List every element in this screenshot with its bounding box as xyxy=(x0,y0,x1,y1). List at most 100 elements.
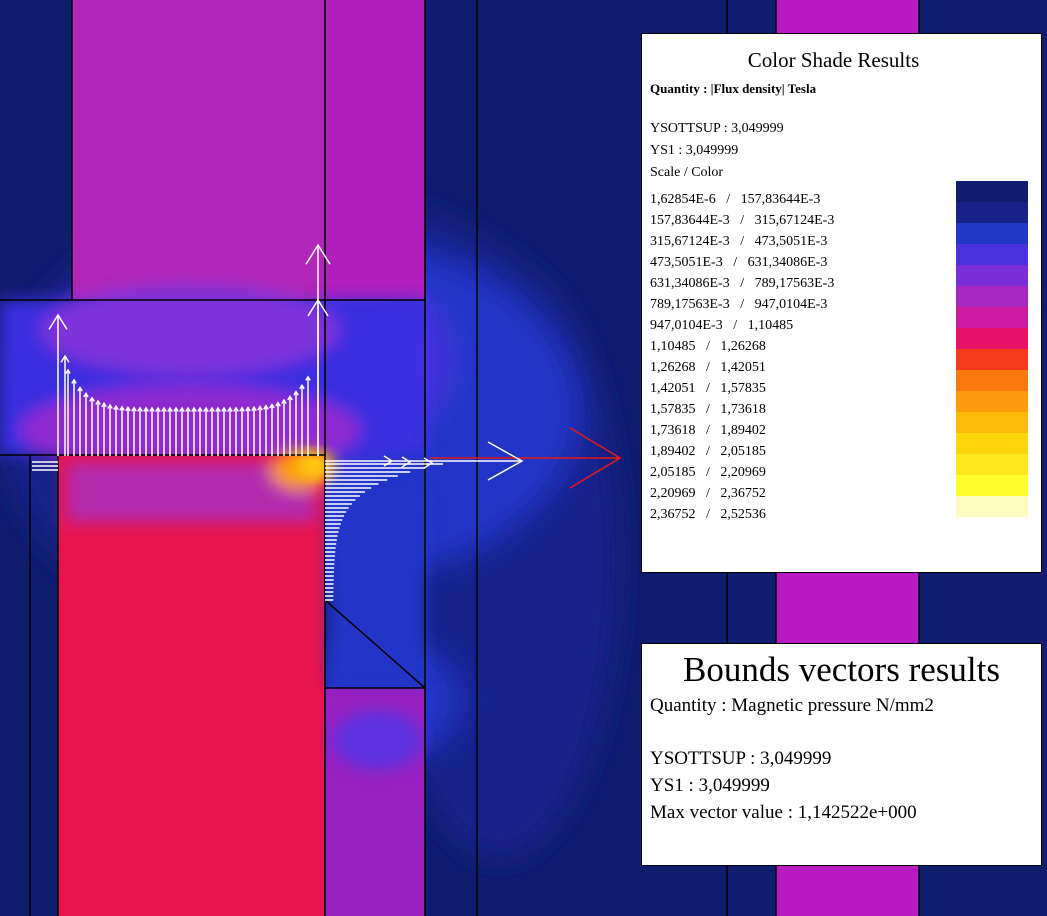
scale-row: 789,17563E-3 / 947,0104E-3 xyxy=(650,297,828,312)
scale-row: 2,36752 / 2,52536 xyxy=(650,507,766,522)
pressure-vector-large xyxy=(325,441,524,481)
scale-swatch xyxy=(956,181,1028,202)
vector-arrowhead xyxy=(263,404,269,410)
vector-arrowhead xyxy=(215,406,221,412)
vector-arrowhead xyxy=(48,313,68,330)
scale-row: 1,42051 / 1,57835 xyxy=(650,381,766,396)
legend-ys1: YS1 : 3,049999 xyxy=(650,143,739,158)
vector-arrowhead xyxy=(89,396,95,402)
scale-row: 2,05185 / 2,20969 xyxy=(650,465,766,480)
vector-arrowhead xyxy=(233,406,239,412)
upper-slab xyxy=(72,0,325,300)
vector-arrowhead xyxy=(251,405,257,412)
legend-ysottsup: YSOTTSUP : 3,049999 xyxy=(650,121,784,136)
vector-arrowhead xyxy=(95,399,101,405)
scale-swatch xyxy=(956,370,1028,391)
scale-swatch xyxy=(956,223,1028,244)
vectors-ys1: YS1 : 3,049999 xyxy=(650,775,770,796)
scale-rows: 1,62854E-6 / 157,83644E-3 157,83644E-3 / … xyxy=(650,189,834,525)
vector-arrowhead xyxy=(227,406,233,412)
scale-row: 631,34086E-3 / 789,17563E-3 xyxy=(650,276,835,291)
vector-arrowhead xyxy=(185,406,191,412)
vector-arrowhead xyxy=(179,406,185,412)
vector-arrowhead xyxy=(113,404,119,411)
vector-arrowhead xyxy=(191,406,197,412)
scale-row: 1,89402 / 2,05185 xyxy=(650,444,766,459)
vector-arrowhead xyxy=(401,456,412,468)
middle-column xyxy=(325,0,425,300)
vector-arrowhead xyxy=(221,406,227,412)
scale-swatch xyxy=(956,391,1028,412)
vector-arrowhead xyxy=(203,406,209,412)
vector-arrowhead xyxy=(423,457,434,469)
vector-arrowhead xyxy=(125,405,131,412)
scale-swatch xyxy=(956,496,1028,517)
vector-arrowhead xyxy=(143,406,149,412)
vector-arrowhead xyxy=(173,406,179,412)
scale-row: 315,67124E-3 / 473,5051E-3 xyxy=(650,234,828,249)
vector-arrowhead xyxy=(167,406,173,412)
scale-swatch xyxy=(956,433,1028,454)
vector-arrowhead xyxy=(149,406,155,412)
vector-arrowhead xyxy=(107,403,113,409)
scale-row: 947,0104E-3 / 1,10485 xyxy=(650,318,794,333)
scale-swatch xyxy=(956,412,1028,433)
vectors-ysottsup: YSOTTSUP : 3,049999 xyxy=(650,748,832,769)
vectors-max-value: Max vector value : 1,142522e+000 xyxy=(650,802,917,823)
vector-arrowhead xyxy=(155,406,161,412)
scale-row: 1,10485 / 1,26268 xyxy=(650,339,766,354)
vector-arrowhead xyxy=(281,398,287,404)
scale-swatch xyxy=(956,265,1028,286)
vector-arrowhead xyxy=(245,406,251,412)
scale-row: 473,5051E-3 / 631,34086E-3 xyxy=(650,255,828,270)
scale-swatch xyxy=(956,475,1028,496)
scale-swatch xyxy=(956,307,1028,328)
vector-arrowhead xyxy=(239,406,245,412)
scale-swatch xyxy=(956,286,1028,307)
scale-swatch xyxy=(956,202,1028,223)
cross-band xyxy=(0,285,425,475)
vector-arrowhead xyxy=(119,405,125,411)
vectors-quantity: Quantity : Magnetic pressure N/mm2 xyxy=(650,695,934,716)
vector-arrowhead xyxy=(131,406,137,412)
pressure-vectors-right xyxy=(32,455,443,601)
vector-arrowhead xyxy=(257,405,263,411)
scale-row: 1,73618 / 1,89402 xyxy=(650,423,766,438)
vectors-title: Bounds vectors results xyxy=(683,650,1000,689)
vector-arrowhead xyxy=(305,375,311,381)
vector-arrowhead xyxy=(161,406,167,412)
vector-arrowhead xyxy=(71,378,77,384)
vector-arrowhead xyxy=(65,368,71,374)
scale-row: 2,20969 / 2,36752 xyxy=(650,486,766,501)
vector-arrowhead xyxy=(269,403,275,409)
vector-arrowhead xyxy=(137,406,143,412)
lower-block xyxy=(58,455,324,916)
scale-swatches xyxy=(956,181,1028,517)
scale-row: 1,26268 / 1,42051 xyxy=(650,360,766,375)
scale-swatch xyxy=(956,244,1028,265)
legend-title: Color Shade Results xyxy=(747,48,920,72)
vector-arrowhead xyxy=(101,401,107,408)
scale-swatch xyxy=(956,349,1028,370)
pressure-vectors-up xyxy=(48,243,331,456)
scale-swatch xyxy=(956,454,1028,475)
scale-row: 1,57835 / 1,73618 xyxy=(650,402,766,417)
vector-arrowhead xyxy=(287,395,293,401)
vector-arrowhead xyxy=(60,354,70,363)
vector-arrowhead xyxy=(275,401,281,407)
legend-scale-header: Scale / Color xyxy=(650,165,724,180)
vector-arrowhead xyxy=(293,390,299,396)
scale-row: 1,62854E-6 / 157,83644E-3 xyxy=(650,192,821,207)
pressure-vector-max xyxy=(430,427,622,489)
scale-row: 157,83644E-3 / 315,67124E-3 xyxy=(650,213,835,228)
legend-quantity: Quantity : |Flux density| Tesla xyxy=(650,81,817,96)
bounds-vectors-panel: Bounds vectors results Quantity : Magnet… xyxy=(641,643,1042,866)
scale-swatch xyxy=(956,328,1028,349)
vector-arrowhead xyxy=(77,386,83,392)
vector-arrowhead xyxy=(197,406,203,412)
color-shade-legend: Color Shade Results Quantity : |Flux den… xyxy=(641,33,1042,573)
vector-arrowhead xyxy=(209,406,215,412)
vector-arrowhead xyxy=(83,392,89,398)
corner-hotspot xyxy=(297,453,333,477)
vector-arrowhead xyxy=(299,383,305,390)
